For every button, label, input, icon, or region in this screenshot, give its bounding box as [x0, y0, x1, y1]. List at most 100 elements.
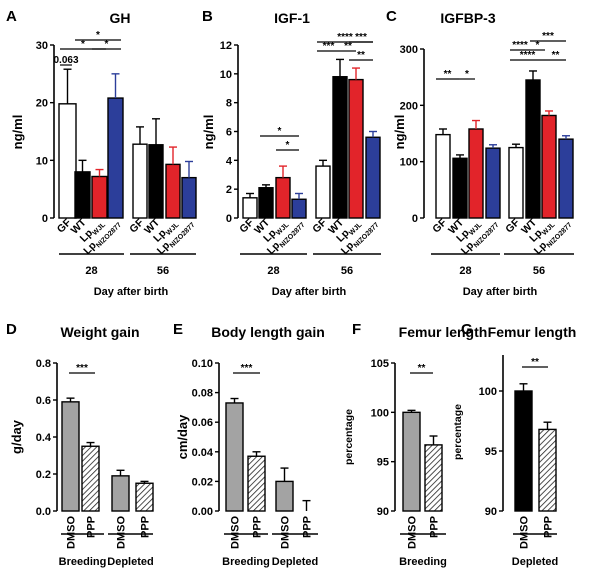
y-tick-label: 200 — [400, 100, 418, 112]
y-tick-label: 0.08 — [192, 388, 213, 400]
y-axis-label: ng/ml — [392, 115, 407, 150]
y-axis-label: percentage — [343, 409, 355, 465]
bar — [81, 445, 100, 512]
panel-title: Femur length — [399, 324, 488, 340]
bar — [452, 157, 468, 219]
bar — [508, 146, 524, 219]
bar — [291, 198, 307, 219]
bar — [275, 480, 294, 512]
y-tick-label: 10 — [220, 69, 232, 81]
y-axis-label: g/day — [9, 419, 24, 454]
group-label: 28 — [459, 265, 471, 277]
bar — [365, 136, 381, 219]
y-tick-label: 0 — [226, 213, 232, 225]
y-axis-label: cm/day — [175, 414, 190, 460]
y-tick-label: 6 — [226, 127, 232, 139]
bar — [514, 390, 533, 512]
significance-label: **** — [520, 50, 536, 61]
significance-label: *** — [76, 363, 88, 374]
bar — [538, 428, 557, 512]
bar — [558, 138, 574, 219]
chart-panel-c: C IGFBP-3ng/ml0100200300GFWTLpWJLLpNIZO28… — [386, 8, 574, 298]
bar — [485, 147, 501, 219]
group-label: Breeding — [222, 556, 270, 568]
y-tick-label: 12 — [220, 40, 232, 52]
x-category-label: DMSO — [116, 516, 128, 549]
bar — [258, 187, 274, 219]
group-label: Depleted — [272, 556, 318, 568]
x-category-label: PPP — [543, 516, 555, 538]
bar — [181, 176, 197, 219]
group-label: Depleted — [512, 556, 558, 568]
x-axis-title: Day after birth — [463, 286, 538, 298]
significance-label: ** — [344, 41, 352, 52]
chart-panel-g: G Femur length percentage 90 95 100 DMSO PPP Dep… — [452, 321, 576, 568]
significance-label: * — [286, 140, 290, 151]
panel-title: Weight gain — [60, 324, 139, 340]
y-tick-label: 0.0 — [36, 506, 51, 518]
bar — [111, 475, 130, 512]
group-label: 28 — [85, 265, 97, 277]
significance-label: ** — [444, 69, 452, 80]
y-tick-label: 8 — [226, 98, 232, 110]
y-tick-label: 0.02 — [192, 476, 213, 488]
significance-label: **** — [337, 32, 353, 43]
significance-label: * — [81, 39, 85, 50]
y-axis-label: ng/ml — [10, 115, 25, 150]
y-tick-label: 2 — [226, 184, 232, 196]
bar — [348, 78, 364, 219]
bar — [435, 133, 451, 219]
bar — [402, 411, 421, 512]
y-tick-label: 0.8 — [36, 358, 51, 370]
significance-label: **** — [512, 40, 528, 51]
chart-panel-f: F Femur length percentage 90 95 100 105 DMSO PPP… — [343, 321, 487, 568]
x-category-label: DMSO — [407, 516, 419, 549]
x-category-label: DMSO — [66, 516, 78, 549]
significance-label: ** — [357, 50, 365, 61]
significance-label: * — [465, 69, 469, 80]
bar — [275, 176, 291, 219]
y-tick-label: 0 — [42, 213, 48, 225]
y-tick-label: 95 — [377, 457, 389, 469]
y-tick-label: 90 — [377, 506, 389, 518]
bar — [148, 144, 164, 219]
chart-panel-e: E Body length gain cm/day 0.00 0.02 0.04 0.06 0… — [173, 321, 325, 568]
group-label: 56 — [533, 265, 545, 277]
significance-label: *** — [241, 363, 253, 374]
y-tick-label: 100 — [371, 407, 389, 419]
significance-label: * — [96, 30, 100, 41]
bar — [132, 143, 148, 219]
y-tick-label: 95 — [485, 446, 497, 458]
y-tick-label: 10 — [36, 155, 48, 167]
panel-letter: B — [202, 8, 213, 25]
significance-label: 0.063 — [53, 55, 78, 66]
bar — [468, 128, 484, 219]
y-tick-label: 100 — [479, 386, 497, 398]
bar — [91, 175, 108, 219]
panel-title: IGFBP-3 — [440, 10, 495, 26]
bar — [135, 482, 154, 512]
bar — [247, 455, 266, 512]
group-label: Depleted — [107, 556, 153, 568]
y-tick-label: 0.04 — [192, 447, 214, 459]
bar — [332, 76, 348, 219]
x-category-label: DMSO — [519, 516, 531, 549]
x-category-label: GF — [503, 216, 522, 235]
significance-label: * — [278, 126, 282, 137]
panel-title: Body length gain — [211, 324, 325, 340]
significance-label: *** — [355, 32, 367, 43]
y-tick-label: 100 — [400, 157, 418, 169]
y-tick-label: 30 — [36, 40, 48, 52]
y-tick-label: 0.4 — [36, 432, 52, 444]
y-tick-label: 300 — [400, 44, 418, 56]
x-category-label: PPP — [302, 516, 314, 538]
group-label: 56 — [157, 265, 169, 277]
x-category-label: GF — [430, 216, 449, 235]
bar — [58, 103, 77, 219]
bar — [315, 165, 331, 219]
x-axis-title: Day after birth — [94, 286, 169, 298]
y-tick-label: 105 — [371, 358, 389, 370]
